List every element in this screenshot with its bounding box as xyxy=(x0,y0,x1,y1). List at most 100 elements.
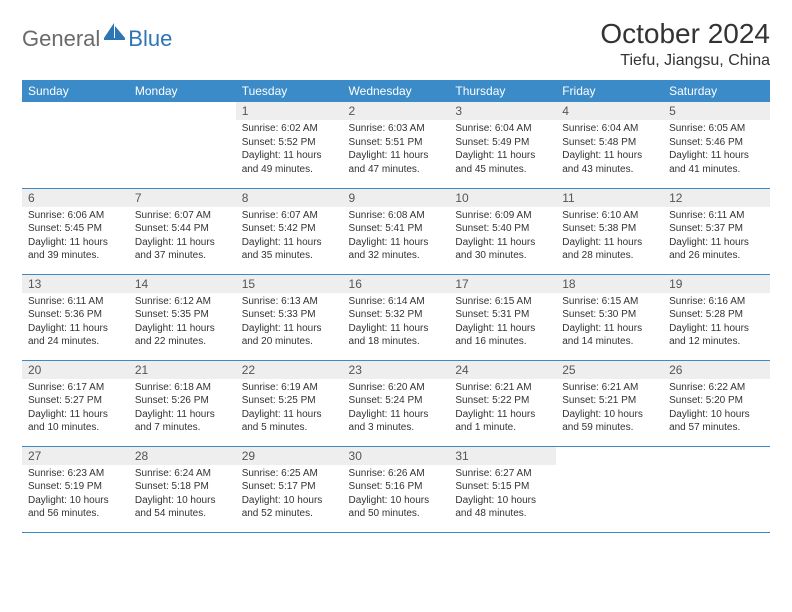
calendar-row: 6Sunrise: 6:06 AMSunset: 5:45 PMDaylight… xyxy=(22,188,770,274)
daylight-line: Daylight: 11 hours and 14 minutes. xyxy=(562,322,657,349)
day-cell: 25Sunrise: 6:21 AMSunset: 5:21 PMDayligh… xyxy=(556,360,663,446)
daylight-line: Daylight: 10 hours and 52 minutes. xyxy=(242,494,337,521)
daylight-line: Daylight: 11 hours and 45 minutes. xyxy=(455,149,550,176)
day-details: Sunrise: 6:07 AMSunset: 5:42 PMDaylight:… xyxy=(236,207,343,267)
day-details: Sunrise: 6:19 AMSunset: 5:25 PMDaylight:… xyxy=(236,379,343,439)
day-number: 8 xyxy=(236,189,343,207)
sunrise-line: Sunrise: 6:21 AM xyxy=(562,381,657,395)
day-cell: 8Sunrise: 6:07 AMSunset: 5:42 PMDaylight… xyxy=(236,188,343,274)
day-details: Sunrise: 6:06 AMSunset: 5:45 PMDaylight:… xyxy=(22,207,129,267)
sunrise-line: Sunrise: 6:11 AM xyxy=(669,209,764,223)
sunrise-line: Sunrise: 6:21 AM xyxy=(455,381,550,395)
weekday-header: Sunday xyxy=(22,80,129,102)
day-cell: 27Sunrise: 6:23 AMSunset: 5:19 PMDayligh… xyxy=(22,446,129,532)
day-number: 18 xyxy=(556,275,663,293)
day-number: 20 xyxy=(22,361,129,379)
day-details: Sunrise: 6:08 AMSunset: 5:41 PMDaylight:… xyxy=(343,207,450,267)
day-details: Sunrise: 6:15 AMSunset: 5:30 PMDaylight:… xyxy=(556,293,663,353)
title-block: October 2024 Tiefu, Jiangsu, China xyxy=(600,18,770,70)
daylight-line: Daylight: 10 hours and 56 minutes. xyxy=(28,494,123,521)
day-cell: 28Sunrise: 6:24 AMSunset: 5:18 PMDayligh… xyxy=(129,446,236,532)
day-number: 23 xyxy=(343,361,450,379)
sunrise-line: Sunrise: 6:09 AM xyxy=(455,209,550,223)
day-details: Sunrise: 6:17 AMSunset: 5:27 PMDaylight:… xyxy=(22,379,129,439)
sunset-line: Sunset: 5:32 PM xyxy=(349,308,444,322)
sunrise-line: Sunrise: 6:18 AM xyxy=(135,381,230,395)
daylight-line: Daylight: 11 hours and 30 minutes. xyxy=(455,236,550,263)
day-cell: 23Sunrise: 6:20 AMSunset: 5:24 PMDayligh… xyxy=(343,360,450,446)
month-title: October 2024 xyxy=(600,18,770,50)
sunset-line: Sunset: 5:22 PM xyxy=(455,394,550,408)
sunrise-line: Sunrise: 6:15 AM xyxy=(562,295,657,309)
logo-text-blue: Blue xyxy=(128,26,172,52)
sunrise-line: Sunrise: 6:25 AM xyxy=(242,467,337,481)
weekday-header: Saturday xyxy=(663,80,770,102)
sunset-line: Sunset: 5:26 PM xyxy=(135,394,230,408)
day-number: 26 xyxy=(663,361,770,379)
sunset-line: Sunset: 5:15 PM xyxy=(455,480,550,494)
day-number: 1 xyxy=(236,102,343,120)
day-number: 5 xyxy=(663,102,770,120)
day-details: Sunrise: 6:03 AMSunset: 5:51 PMDaylight:… xyxy=(343,120,450,180)
day-cell: 20Sunrise: 6:17 AMSunset: 5:27 PMDayligh… xyxy=(22,360,129,446)
day-details: Sunrise: 6:14 AMSunset: 5:32 PMDaylight:… xyxy=(343,293,450,353)
day-details: Sunrise: 6:20 AMSunset: 5:24 PMDaylight:… xyxy=(343,379,450,439)
day-cell: 14Sunrise: 6:12 AMSunset: 5:35 PMDayligh… xyxy=(129,274,236,360)
day-number: 31 xyxy=(449,447,556,465)
calendar-table: SundayMondayTuesdayWednesdayThursdayFrid… xyxy=(22,80,770,533)
day-details: Sunrise: 6:13 AMSunset: 5:33 PMDaylight:… xyxy=(236,293,343,353)
sunset-line: Sunset: 5:38 PM xyxy=(562,222,657,236)
sunset-line: Sunset: 5:25 PM xyxy=(242,394,337,408)
daylight-line: Daylight: 11 hours and 3 minutes. xyxy=(349,408,444,435)
sunset-line: Sunset: 5:30 PM xyxy=(562,308,657,322)
day-number: 30 xyxy=(343,447,450,465)
empty-cell xyxy=(22,102,129,188)
day-number: 21 xyxy=(129,361,236,379)
day-details: Sunrise: 6:23 AMSunset: 5:19 PMDaylight:… xyxy=(22,465,129,525)
day-number: 10 xyxy=(449,189,556,207)
weekday-header: Monday xyxy=(129,80,236,102)
sunrise-line: Sunrise: 6:14 AM xyxy=(349,295,444,309)
sunrise-line: Sunrise: 6:07 AM xyxy=(242,209,337,223)
sunrise-line: Sunrise: 6:19 AM xyxy=(242,381,337,395)
day-details: Sunrise: 6:25 AMSunset: 5:17 PMDaylight:… xyxy=(236,465,343,525)
daylight-line: Daylight: 11 hours and 22 minutes. xyxy=(135,322,230,349)
logo-text-general: General xyxy=(22,26,100,52)
weekday-header: Friday xyxy=(556,80,663,102)
day-number: 22 xyxy=(236,361,343,379)
sunset-line: Sunset: 5:24 PM xyxy=(349,394,444,408)
day-number: 28 xyxy=(129,447,236,465)
empty-cell xyxy=(556,446,663,532)
sunrise-line: Sunrise: 6:20 AM xyxy=(349,381,444,395)
header: General Blue October 2024 Tiefu, Jiangsu… xyxy=(22,18,770,70)
day-details: Sunrise: 6:04 AMSunset: 5:48 PMDaylight:… xyxy=(556,120,663,180)
daylight-line: Daylight: 10 hours and 57 minutes. xyxy=(669,408,764,435)
weekday-header: Tuesday xyxy=(236,80,343,102)
sunset-line: Sunset: 5:27 PM xyxy=(28,394,123,408)
empty-cell xyxy=(129,102,236,188)
day-number: 19 xyxy=(663,275,770,293)
day-number: 16 xyxy=(343,275,450,293)
day-details: Sunrise: 6:02 AMSunset: 5:52 PMDaylight:… xyxy=(236,120,343,180)
sunrise-line: Sunrise: 6:12 AM xyxy=(135,295,230,309)
day-details: Sunrise: 6:21 AMSunset: 5:22 PMDaylight:… xyxy=(449,379,556,439)
daylight-line: Daylight: 10 hours and 50 minutes. xyxy=(349,494,444,521)
calendar-head: SundayMondayTuesdayWednesdayThursdayFrid… xyxy=(22,80,770,102)
sunset-line: Sunset: 5:45 PM xyxy=(28,222,123,236)
day-cell: 13Sunrise: 6:11 AMSunset: 5:36 PMDayligh… xyxy=(22,274,129,360)
sunrise-line: Sunrise: 6:16 AM xyxy=(669,295,764,309)
day-cell: 19Sunrise: 6:16 AMSunset: 5:28 PMDayligh… xyxy=(663,274,770,360)
sunrise-line: Sunrise: 6:10 AM xyxy=(562,209,657,223)
daylight-line: Daylight: 11 hours and 41 minutes. xyxy=(669,149,764,176)
sunrise-line: Sunrise: 6:22 AM xyxy=(669,381,764,395)
day-number: 7 xyxy=(129,189,236,207)
daylight-line: Daylight: 11 hours and 37 minutes. xyxy=(135,236,230,263)
sunset-line: Sunset: 5:40 PM xyxy=(455,222,550,236)
day-number: 14 xyxy=(129,275,236,293)
day-details: Sunrise: 6:18 AMSunset: 5:26 PMDaylight:… xyxy=(129,379,236,439)
sunset-line: Sunset: 5:16 PM xyxy=(349,480,444,494)
sunset-line: Sunset: 5:42 PM xyxy=(242,222,337,236)
day-details: Sunrise: 6:24 AMSunset: 5:18 PMDaylight:… xyxy=(129,465,236,525)
weekday-header: Thursday xyxy=(449,80,556,102)
day-cell: 18Sunrise: 6:15 AMSunset: 5:30 PMDayligh… xyxy=(556,274,663,360)
